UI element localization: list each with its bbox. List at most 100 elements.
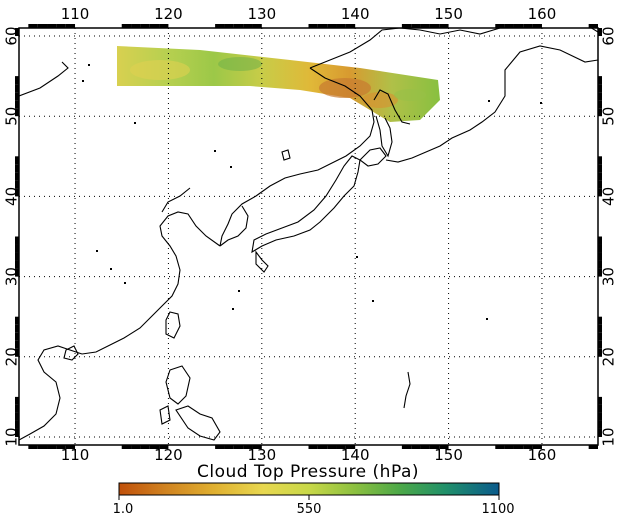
- frame-bar: [15, 324, 19, 333]
- frame-bar: [411, 445, 421, 449]
- frame-bar: [15, 412, 19, 421]
- frame-bar: [224, 445, 234, 449]
- frame-bar: [37, 445, 48, 449]
- lon-label-bottom: 130: [247, 446, 276, 464]
- frame-bar: [15, 260, 19, 269]
- frame-bar: [598, 28, 602, 37]
- frame-bar: [504, 24, 514, 28]
- lon-label-bottom: 160: [528, 446, 557, 464]
- lon-label-bottom: 110: [61, 446, 90, 464]
- frame-bar: [121, 445, 132, 449]
- frame-bar: [15, 428, 19, 437]
- frame-bar: [47, 445, 57, 449]
- frame-bar: [56, 24, 66, 28]
- frame-bar: [598, 268, 602, 277]
- frame-bar: [598, 156, 602, 165]
- frame-bar: [215, 445, 225, 449]
- frame-bar: [243, 445, 253, 449]
- lon-label-top: 150: [434, 5, 463, 23]
- frame-bar: [598, 236, 602, 245]
- lon-label-bottom: 150: [434, 446, 463, 464]
- lat-label-right: 40: [600, 187, 618, 206]
- frame-bar: [149, 24, 160, 28]
- frame-bar: [131, 445, 141, 449]
- frame-bar: [252, 445, 262, 449]
- frame-bar: [598, 428, 602, 437]
- frame-bar: [523, 24, 533, 28]
- frame-bar: [598, 172, 602, 181]
- frame-bar: [598, 92, 602, 101]
- lat-label-right: 20: [600, 347, 618, 366]
- frame-bar: [598, 404, 602, 413]
- frame-bar: [15, 332, 19, 341]
- frame-bar: [588, 24, 598, 28]
- frame-bar: [215, 24, 225, 28]
- frame-bar: [439, 24, 449, 28]
- frame-bar: [429, 24, 440, 28]
- lat-label-left: 50: [3, 107, 21, 126]
- frame-bar: [598, 108, 602, 117]
- frame-bar: [327, 445, 337, 449]
- lat-label-right: 50: [600, 107, 618, 126]
- frame-ticks: [15, 24, 602, 449]
- frame-bar: [47, 24, 57, 28]
- lon-label-top: 140: [341, 5, 370, 23]
- frame-bar: [411, 24, 421, 28]
- frame-bar: [317, 24, 328, 28]
- frame-bar: [15, 100, 19, 109]
- lat-label-left: 40: [3, 187, 21, 206]
- lon-label-bottom: 120: [154, 446, 183, 464]
- frame-bar: [532, 445, 542, 449]
- frame-bar: [140, 445, 150, 449]
- frame-bar: [598, 84, 602, 93]
- colorbar-title: Cloud Top Pressure (hPa): [197, 462, 419, 482]
- lon-label-bottom: 140: [341, 446, 370, 464]
- island-dots: [82, 64, 542, 320]
- frame-bar: [598, 348, 602, 357]
- colorbar-mid-label: 550: [297, 502, 322, 517]
- frame-bar: [243, 24, 253, 28]
- frame-bar: [15, 188, 19, 197]
- frame-bar: [598, 76, 602, 85]
- frame-bar: [513, 24, 524, 28]
- frame-bar: [149, 445, 160, 449]
- frame-bar: [15, 236, 19, 245]
- frame-bar: [131, 24, 141, 28]
- cloud-swath: [117, 46, 440, 122]
- frame-bar: [15, 28, 19, 37]
- lat-label-right: 30: [600, 267, 618, 286]
- frame-bar: [317, 445, 328, 449]
- lon-label-top: 110: [61, 5, 90, 23]
- frame-bar: [15, 244, 19, 253]
- frame-bar: [588, 445, 598, 449]
- frame-bar: [598, 164, 602, 173]
- axis-labels: 110 110 120 120 130 130 140 140 150 150 160 160 10 10…: [3, 5, 618, 464]
- colorbar-max-label: 1100: [481, 502, 514, 517]
- frame-bar: [140, 24, 150, 28]
- frame-bar: [598, 332, 602, 341]
- frame-bar: [532, 24, 542, 28]
- colorbar: [118, 482, 500, 496]
- lat-label-left: 30: [3, 267, 21, 286]
- frame-bar: [15, 396, 19, 405]
- frame-bar: [15, 348, 19, 357]
- lon-label-top: 130: [247, 5, 276, 23]
- frame-bar: [401, 445, 412, 449]
- frame-bar: [15, 164, 19, 173]
- frame-bar: [523, 445, 533, 449]
- lat-label-right: 60: [600, 26, 618, 45]
- frame-bar: [429, 445, 440, 449]
- frame-bar: [308, 445, 318, 449]
- frame-bar: [233, 445, 244, 449]
- frame-bar: [15, 404, 19, 413]
- frame-bar: [598, 100, 602, 109]
- frame-bar: [598, 340, 602, 349]
- frame-bar: [28, 445, 38, 449]
- frame-bar: [121, 24, 132, 28]
- frame-bar: [420, 24, 430, 28]
- frame-bar: [15, 420, 19, 429]
- frame-bar: [336, 445, 346, 449]
- frame-bar: [598, 420, 602, 429]
- frame-bar: [336, 24, 346, 28]
